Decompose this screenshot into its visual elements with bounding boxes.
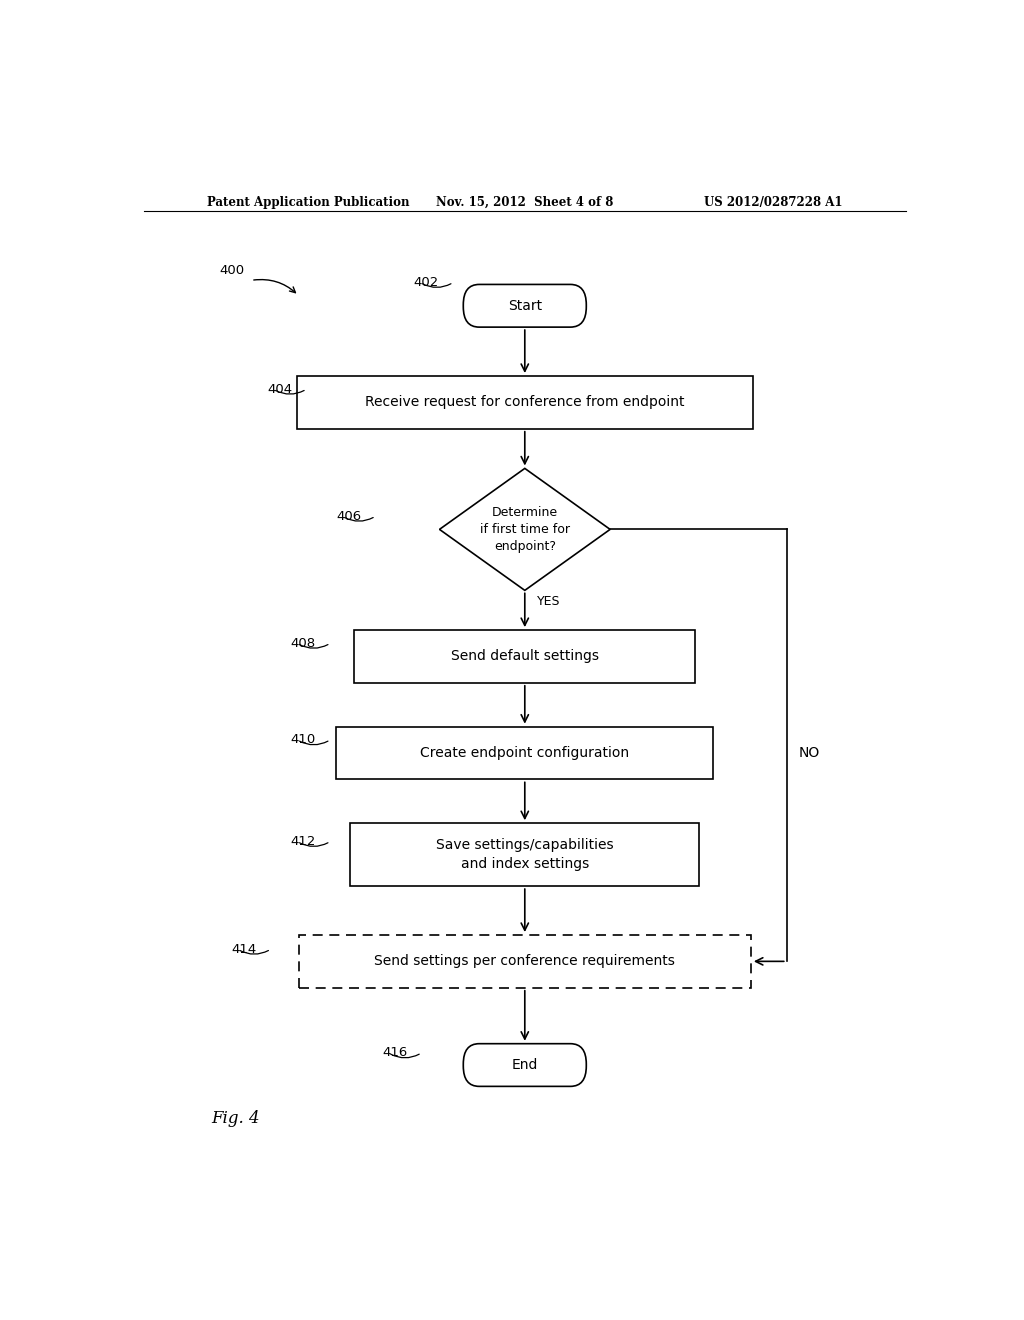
Text: Send settings per conference requirements: Send settings per conference requirement…: [375, 954, 675, 969]
Text: Determine
if first time for
endpoint?: Determine if first time for endpoint?: [480, 506, 569, 553]
Text: 410: 410: [291, 734, 316, 746]
Text: 414: 414: [231, 942, 256, 956]
Text: YES: YES: [537, 595, 560, 609]
Text: Nov. 15, 2012  Sheet 4 of 8: Nov. 15, 2012 Sheet 4 of 8: [436, 195, 613, 209]
Text: NO: NO: [799, 746, 820, 760]
Text: US 2012/0287228 A1: US 2012/0287228 A1: [703, 195, 842, 209]
Text: 400: 400: [219, 264, 245, 277]
Text: 416: 416: [382, 1047, 408, 1060]
Bar: [299, 935, 751, 987]
Text: 408: 408: [291, 636, 315, 649]
Text: 412: 412: [291, 836, 316, 847]
Text: Receive request for conference from endpoint: Receive request for conference from endp…: [365, 395, 685, 409]
Text: 402: 402: [414, 276, 439, 289]
Text: Create endpoint configuration: Create endpoint configuration: [420, 746, 630, 760]
Text: Send default settings: Send default settings: [451, 649, 599, 664]
Bar: [350, 824, 699, 886]
Text: 404: 404: [267, 383, 292, 396]
Text: Fig. 4: Fig. 4: [211, 1110, 260, 1127]
FancyBboxPatch shape: [463, 1044, 587, 1086]
Bar: [336, 726, 714, 779]
Text: End: End: [512, 1059, 538, 1072]
Bar: [354, 630, 695, 682]
Bar: [297, 376, 753, 429]
Text: Start: Start: [508, 298, 542, 313]
Text: Patent Application Publication: Patent Application Publication: [207, 195, 410, 209]
FancyBboxPatch shape: [463, 284, 587, 327]
Text: 406: 406: [336, 510, 361, 523]
Polygon shape: [439, 469, 610, 590]
Text: Save settings/capabilities
and index settings: Save settings/capabilities and index set…: [436, 838, 613, 871]
